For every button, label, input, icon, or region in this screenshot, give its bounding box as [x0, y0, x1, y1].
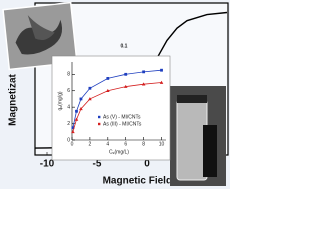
y-tick-label: 4: [67, 104, 70, 110]
data-point: [71, 129, 75, 134]
legend-label: As (V) - MI/CNTs: [103, 114, 141, 120]
annotation: 0.1: [121, 43, 128, 49]
x-axis-label: Magnetic Field(: [103, 176, 176, 187]
data-line: [72, 69, 162, 128]
data-point: [106, 77, 110, 80]
x-tick-label: -10: [40, 159, 55, 170]
tem-photo: [2, 1, 78, 71]
data-point: [141, 82, 146, 86]
y-tick-label: 6: [67, 88, 70, 94]
data-point: [88, 86, 92, 90]
vial-photo: [170, 86, 226, 186]
y-tick-label: 8: [67, 72, 70, 78]
x-tick-label: 2: [89, 141, 92, 147]
legend-label: As (III) - MI/CNTs: [103, 121, 142, 127]
inset-frame: [51, 55, 171, 161]
x-axis-label: Cₑ(mg/L): [109, 149, 129, 155]
graphic: -10 -5 0 Magnetic Field( Magnetizat 0.1 0 2 4 6 8…: [0, 0, 230, 189]
legend-swatch: [98, 115, 101, 119]
y-tick-label: 0: [67, 137, 70, 143]
x-tick-label: 8: [142, 141, 145, 147]
data-point: [79, 97, 83, 101]
x-tick-label: -5: [93, 159, 102, 170]
x-tick-label: 0: [144, 159, 150, 170]
data-point: [123, 84, 128, 88]
data-point: [71, 126, 75, 130]
data-point: [79, 107, 83, 111]
y-axis-label: Magnetizat: [8, 73, 19, 125]
data-point: [160, 68, 163, 72]
data-point: [75, 109, 78, 113]
data-point: [142, 70, 146, 74]
x-tick-label: 4: [106, 141, 109, 147]
data-point: [88, 97, 92, 101]
data-line: [72, 82, 162, 132]
x-tick-label: 6: [124, 141, 127, 147]
x-tick-label: 0: [71, 141, 74, 147]
y-tick-label: 2: [67, 121, 70, 127]
data-point: [106, 88, 110, 93]
legend-swatch: [98, 122, 101, 126]
y-axis-label: qₑ(mg/g): [57, 91, 63, 110]
data-point: [74, 117, 79, 121]
x-tick-label: 10: [159, 141, 165, 147]
data-point: [159, 80, 164, 84]
data-point: [124, 72, 128, 76]
